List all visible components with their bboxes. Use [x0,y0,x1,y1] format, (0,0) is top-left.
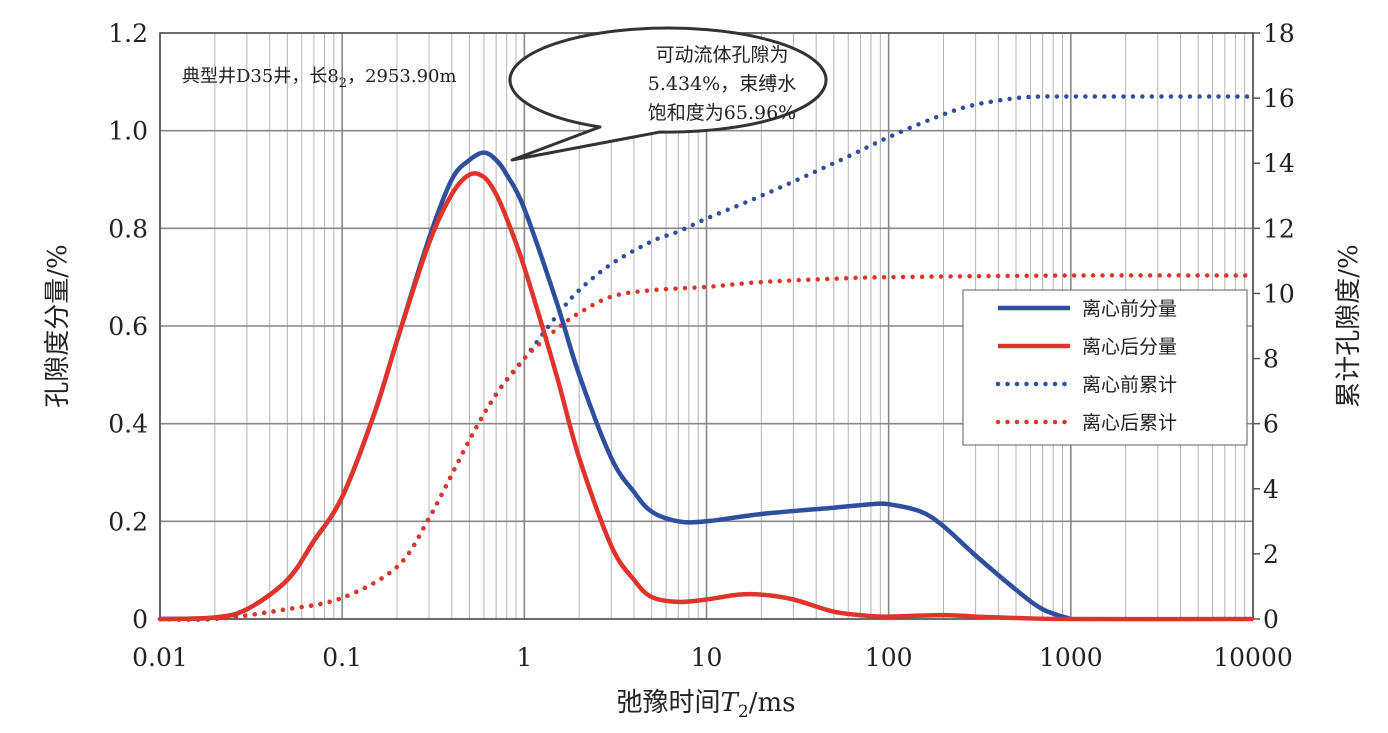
x-tick-label: 100 [865,643,913,672]
y-right-tick-label: 8 [1263,345,1279,374]
callout-line-1: 可动流体孔隙为 [655,44,788,66]
series-line-2 [159,171,1254,622]
x-tick-label: 1 [516,643,532,672]
x-axis-title-unit: /ms [749,688,796,718]
x-axis-title-subscript: 2 [738,702,749,722]
x-tick-label: 1000 [1039,643,1103,672]
y-right-tick-label: 4 [1263,475,1279,504]
well-annotation-prefix: 典型井D35井，长8 [182,66,339,87]
y-left-tick-label: 0.8 [108,214,148,243]
callout-line-2: 5.434%，束缚水 [648,73,796,95]
y-right-tick-label: 16 [1263,84,1295,113]
callout-shape [508,26,828,162]
x-tick-label: 0.01 [132,643,188,672]
legend-label: 离心后分量 [1082,336,1177,358]
y-left-tick-label: 0.4 [108,410,148,439]
y-right-tick-label: 18 [1263,19,1295,48]
well-annotation-subscript: 2 [339,76,347,91]
y-axis-left-title: 孔隙度分量/% [43,244,73,407]
axis-ticks: 0.01 0.1 1 10 100 1000 1000000.20.40.60.81.01.… [108,19,1295,672]
y-right-tick-label: 12 [1263,214,1295,243]
well-annotation-suffix: ，2953.90m [347,66,457,87]
x-tick-label: 10 [691,643,723,672]
legend-label: 离心前累计 [1082,374,1177,396]
y-right-tick-label: 14 [1263,149,1295,178]
callout-bubble: 可动流体孔隙为 5.434%，束缚水 饱和度为65.96% [508,26,828,162]
x-axis-title-prefix: 弛豫时间 [617,688,721,718]
y-left-tick-label: 1.0 [108,117,148,146]
legend-box [962,289,1248,446]
legend-label: 离心前分量 [1082,298,1177,320]
x-axis-title-variable: T [721,688,740,718]
x-tick-label: 10000 [1213,643,1293,672]
x-axis-title: 弛豫时间T2/ms [617,688,796,722]
y-left-tick-label: 1.2 [108,19,148,48]
well-annotation: 典型井D35井，长82，2953.90m [182,66,457,91]
callout-line-3: 饱和度为65.96% [648,102,796,124]
grid [159,32,1254,620]
y-axis-right-title: 累计孔隙度/% [1334,244,1364,407]
y-right-tick-label: 10 [1263,279,1295,308]
legend-label: 离心后累计 [1082,412,1177,434]
y-left-tick-label: 0.6 [108,312,148,341]
y-right-tick-label: 6 [1263,410,1279,439]
y-left-tick-label: 0 [132,605,148,634]
series-line-4 [157,273,1256,622]
y-right-tick-label: 0 [1263,605,1279,634]
y-left-tick-label: 0.2 [108,507,148,536]
x-tick-label: 0.1 [322,643,362,672]
y-right-tick-label: 2 [1263,540,1279,569]
series [157,94,1256,622]
